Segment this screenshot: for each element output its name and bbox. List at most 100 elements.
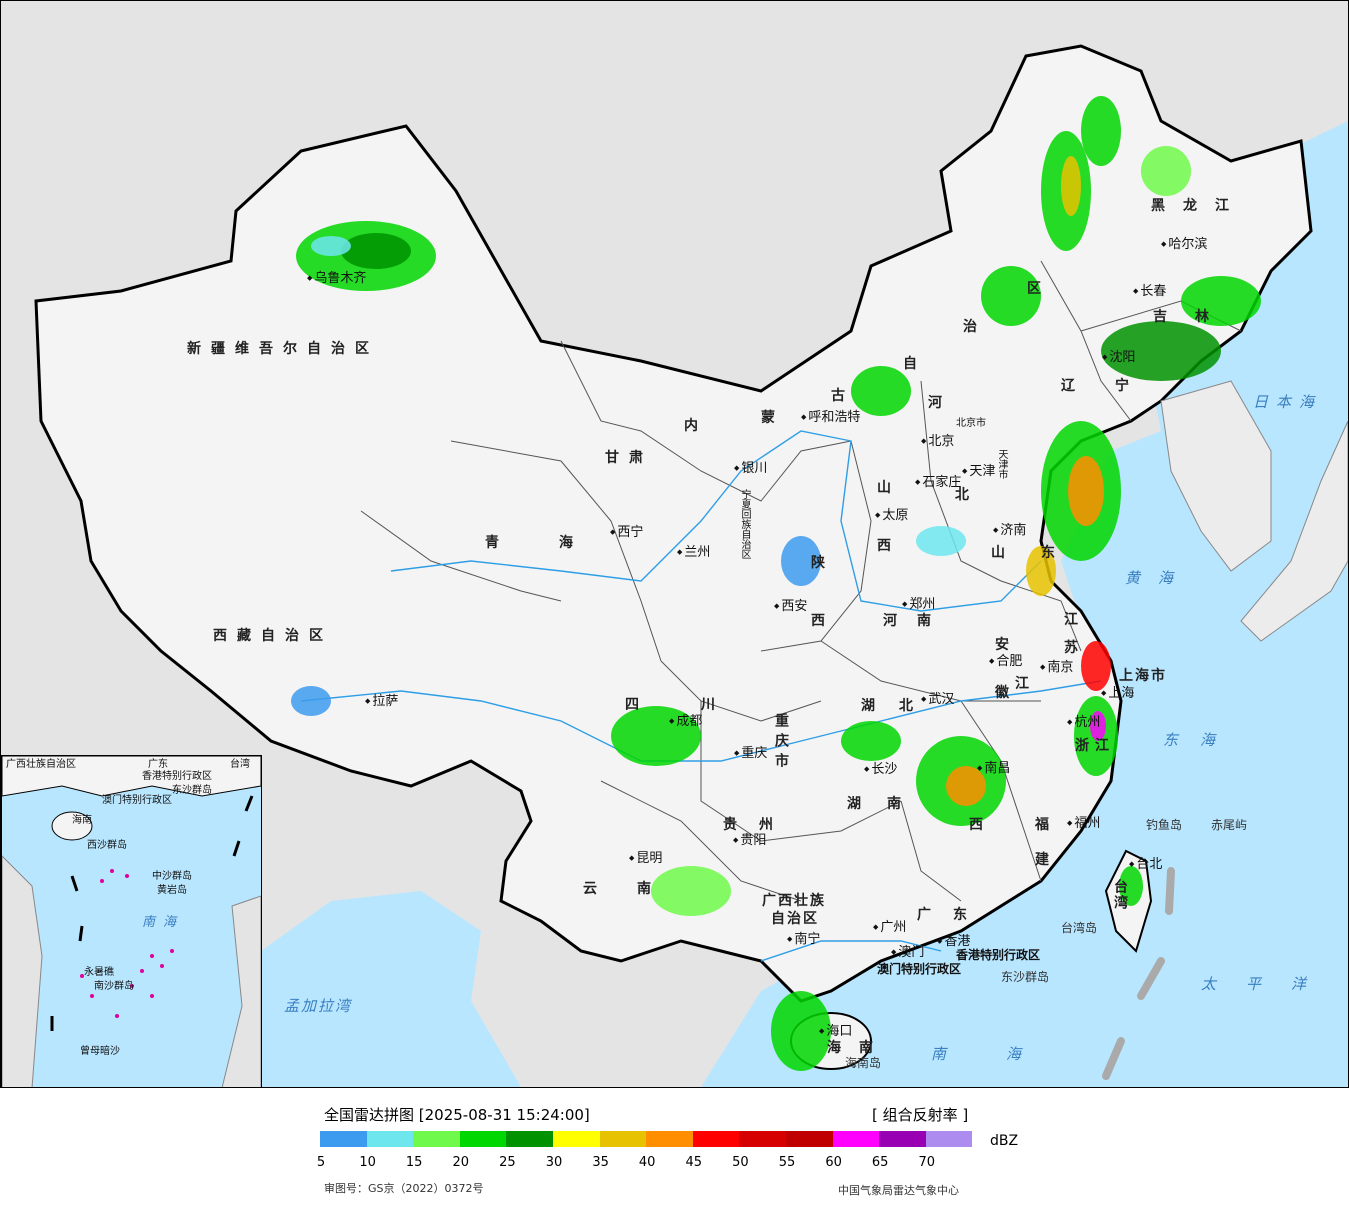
organization: 中国气象局雷达气象中心: [838, 1184, 959, 1197]
label-shaanxi-2: 西: [811, 613, 835, 629]
label-neimenggu-1: 内: [684, 418, 708, 434]
label-heilongjiang: 黑龙江: [1151, 198, 1247, 214]
city-chongqing: 重庆: [734, 747, 767, 760]
city-chengdu: 成都: [669, 715, 702, 728]
legend-product: [ 组合反射率 ]: [872, 1106, 969, 1124]
color-scale: [320, 1131, 973, 1147]
sea-japan: 日本海: [1253, 393, 1323, 411]
city-urumqi: 乌鲁木齐: [307, 272, 366, 285]
label-hebei-2: 北: [955, 487, 979, 503]
label-gansu: 甘肃: [605, 450, 653, 466]
city-lanzhou: 兰州: [677, 546, 710, 559]
label-guizhou: 贵州: [723, 817, 795, 833]
city-yinchuan: 银川: [734, 462, 767, 475]
legend-title: 全国雷达拼图 [2025-08-31 15:24:00]: [324, 1106, 590, 1124]
sea-yellow: 黄海: [1125, 569, 1192, 587]
label-hunan-2: 南: [887, 796, 911, 812]
label-xinjiang: 新疆维吾尔自治区: [187, 341, 379, 357]
city-hohhot: 呼和浩特: [801, 411, 860, 424]
inset-taiwan: 台湾: [230, 759, 250, 770]
label-sichuan-1: 四: [625, 697, 649, 713]
label-hubei: 湖北: [861, 698, 937, 714]
scale-tick-label: 60: [825, 1155, 842, 1170]
city-guangzhou: 广州: [873, 921, 906, 934]
label-hainan: 海南: [827, 1040, 891, 1056]
city-haikou: 海口: [819, 1025, 852, 1038]
label-neimenggu-6: 区: [1027, 281, 1051, 297]
label-tianjin-city: 天津市: [996, 449, 1007, 479]
review-number: 审图号：GS京（2022）0372号: [324, 1182, 484, 1195]
label-hongkong: 香港特别行政区: [956, 948, 1041, 962]
label-guangdong: 广东: [917, 907, 989, 923]
city-macau: 澳门: [891, 946, 924, 959]
scale-tick-label: 50: [732, 1155, 749, 1170]
legend-unit: dBZ: [990, 1133, 1019, 1149]
label-neimenggu-2: 蒙: [761, 410, 785, 426]
color-swatch: [459, 1131, 507, 1147]
city-wuhan: 武汉: [921, 693, 954, 706]
city-hangzhou: 杭州: [1067, 716, 1100, 729]
label-jiangxi-2: 西: [969, 817, 993, 833]
label-anhui-2: 徽: [995, 685, 1019, 701]
color-swatch: [832, 1131, 880, 1147]
legend: 全国雷达拼图 [2025-08-31 15:24:00] [ 组合反射率 ] d…: [0, 1088, 1349, 1208]
island-diaoyu: 钓鱼岛: [1146, 818, 1183, 832]
city-tianjin: 天津: [962, 465, 995, 478]
label-taiwan: 台湾: [1112, 879, 1128, 911]
city-beijing: 北京: [921, 435, 954, 448]
korea-land: [1160, 380, 1272, 572]
color-swatch: [599, 1131, 647, 1147]
label-neimenggu-5: 治: [963, 319, 987, 335]
city-hongkong: 香港: [937, 935, 970, 948]
city-changsha: 长沙: [864, 763, 897, 776]
sea-south: 南海: [931, 1045, 1082, 1063]
color-swatch: [366, 1131, 414, 1147]
label-qinghai: 青海: [485, 535, 633, 551]
color-swatch: [413, 1131, 460, 1147]
color-swatch: [552, 1131, 600, 1147]
inset-xisha: 西沙群岛: [87, 840, 127, 851]
inset-nansha: 南沙群岛: [94, 981, 134, 992]
scale-tick-label: 45: [685, 1155, 703, 1170]
label-sichuan-2: 川: [701, 697, 725, 713]
south-sea-inset: 南海 中沙群岛 黄岩岛 西沙群岛 南沙群岛 永暑礁 曾母暗沙 东沙群岛 台湾 广…: [1, 755, 262, 1087]
label-jiangxi-1: 江: [1015, 676, 1039, 692]
label-hebei-1: 河: [928, 395, 952, 411]
label-hunan-1: 湖: [847, 796, 871, 812]
label-fujian-2: 建: [1035, 852, 1059, 868]
inset-south-sea: 南海: [142, 915, 185, 930]
inset-canvas: [2, 756, 261, 1087]
label-liaoning: 辽宁: [1061, 378, 1169, 394]
scale-tick-label: 15: [405, 1155, 423, 1170]
sea-east: 东海: [1163, 731, 1238, 749]
japan-land: [1240, 420, 1348, 642]
radar-map[interactable]: 新疆维吾尔自治区 西藏自治区 青海 甘肃 内 蒙 古 自 治 区 黑龙江 吉林 …: [0, 0, 1349, 1088]
label-shanxi-2: 西: [877, 538, 901, 554]
color-swatch: [925, 1131, 973, 1147]
label-neimenggu-3: 古: [831, 388, 855, 404]
color-scale-ticks: 5 10 15 20 25 30 35 40 45 50 55 60 65 70: [0, 1155, 1349, 1171]
label-neimenggu-4: 自: [903, 356, 927, 372]
inset-huangyan: 黄岩岛: [157, 885, 187, 896]
color-swatch: [646, 1131, 693, 1147]
scale-tick-label: 65: [871, 1155, 889, 1170]
scale-tick-label: 40: [638, 1155, 656, 1170]
label-macau: 澳门特别行政区: [877, 962, 962, 976]
label-shaanxi-1: 陕: [811, 555, 835, 571]
scale-tick-label: 30: [545, 1155, 563, 1170]
radar-echoes: [291, 96, 1261, 1071]
city-zhengzhou: 郑州: [902, 598, 935, 611]
color-swatch: [506, 1131, 553, 1147]
city-shanghai: 上海: [1101, 687, 1134, 700]
inset-guangdong: 广东: [148, 759, 168, 770]
inset-guangxi: 广西壮族自治区: [6, 759, 76, 770]
city-taiyuan: 太原: [875, 509, 908, 522]
inset-yongshu: 永暑礁: [84, 967, 114, 978]
label-henan: 河南: [883, 613, 951, 629]
city-kunming: 昆明: [629, 852, 662, 865]
scale-tick-label: 70: [918, 1155, 936, 1170]
label-xizang: 西藏自治区: [213, 628, 333, 644]
label-anhui-1: 安: [995, 637, 1019, 653]
inset-dongsha: 东沙群岛: [172, 785, 212, 796]
inset-hk: 香港特别行政区: [142, 771, 212, 782]
